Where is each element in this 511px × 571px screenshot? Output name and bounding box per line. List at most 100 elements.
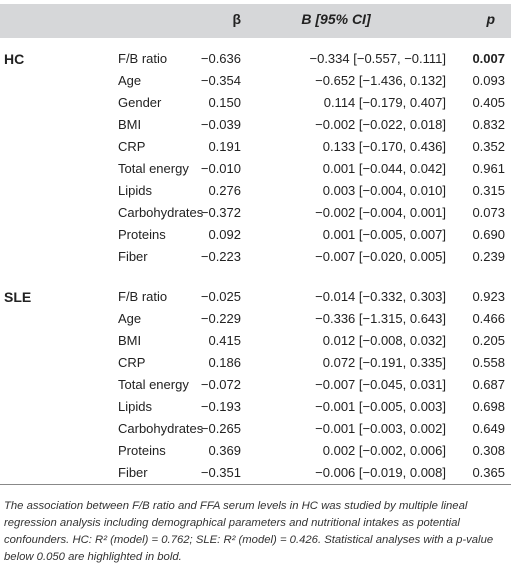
p-value-cell: 0.205 bbox=[472, 333, 505, 348]
beta-cell: 0.186 bbox=[208, 355, 241, 370]
variable-cell: CRP bbox=[118, 355, 146, 370]
b-ci-cell: −0.014 [−0.332, 0.303] bbox=[315, 289, 446, 304]
b-ci-cell: −0.007 [−0.045, 0.031] bbox=[315, 377, 446, 392]
table-row: HC F/B ratio −0.636 −0.334 [−0.557, −0.111]… bbox=[0, 48, 511, 70]
p-value-cell: 0.093 bbox=[472, 73, 505, 88]
p-value-cell: 0.923 bbox=[472, 289, 505, 304]
table-row: BMI 0.415 0.012 [−0.008, 0.032] 0.205 bbox=[0, 330, 511, 352]
beta-cell: −0.223 bbox=[200, 249, 241, 264]
beta-cell: 0.276 bbox=[208, 183, 241, 198]
bottom-rule bbox=[0, 484, 511, 485]
header-beta: β bbox=[232, 11, 241, 27]
variable-cell: Fiber bbox=[118, 249, 148, 264]
p-value-cell: 0.961 bbox=[472, 161, 505, 176]
table-row: Proteins 0.092 0.001 [−0.005, 0.007] 0.690 bbox=[0, 224, 511, 246]
table-row: Age −0.229 −0.336 [−1.315, 0.643] 0.466 bbox=[0, 308, 511, 330]
table-row: Total energy −0.072 −0.007 [−0.045, 0.031]… bbox=[0, 374, 511, 396]
b-ci-cell: 0.003 [−0.004, 0.010] bbox=[322, 183, 446, 198]
b-ci-cell: 0.072 [−0.191, 0.335] bbox=[322, 355, 446, 370]
b-ci-cell: −0.002 [−0.022, 0.018] bbox=[315, 117, 446, 132]
group-label: SLE bbox=[4, 289, 32, 305]
table-row: Fiber −0.351 −0.006 [−0.019, 0.008] 0.365 bbox=[0, 462, 511, 484]
table-header: β B [95% CI] p bbox=[0, 4, 511, 38]
p-value-cell: 0.405 bbox=[472, 95, 505, 110]
table-row: SLE F/B ratio −0.025 −0.014 [−0.332, 0.303]… bbox=[0, 286, 511, 308]
p-value-cell: 0.558 bbox=[472, 355, 505, 370]
variable-cell: Age bbox=[118, 73, 142, 88]
group-label: HC bbox=[4, 51, 25, 67]
variable-cell: F/B ratio bbox=[118, 51, 168, 66]
beta-cell: 0.191 bbox=[208, 139, 241, 154]
table-row: Carbohydrates −0.372 −0.002 [−0.004, 0.001… bbox=[0, 202, 511, 224]
variable-cell: Carbohydrates bbox=[118, 421, 204, 436]
p-value-cell: 0.239 bbox=[472, 249, 505, 264]
variable-cell: Carbohydrates bbox=[118, 205, 204, 220]
p-value-cell: 0.308 bbox=[472, 443, 505, 458]
p-value-cell: 0.315 bbox=[472, 183, 505, 198]
beta-cell: −0.025 bbox=[200, 289, 241, 304]
variable-cell: Total energy bbox=[118, 161, 189, 176]
b-ci-cell: 0.133 [−0.170, 0.436] bbox=[322, 139, 446, 154]
beta-cell: −0.636 bbox=[200, 51, 241, 66]
variable-cell: Gender bbox=[118, 95, 162, 110]
beta-cell: −0.372 bbox=[200, 205, 241, 220]
variable-cell: BMI bbox=[118, 117, 142, 132]
p-value-cell: 0.007 bbox=[472, 51, 505, 66]
header-p: p bbox=[486, 11, 495, 27]
beta-cell: −0.351 bbox=[200, 465, 241, 480]
table-row: Age −0.354 −0.652 [−1.436, 0.132] 0.093 bbox=[0, 70, 511, 92]
beta-cell: 0.150 bbox=[208, 95, 241, 110]
header-b-ci: B [95% CI] bbox=[301, 11, 371, 27]
b-ci-cell: −0.336 [−1.315, 0.643] bbox=[315, 311, 446, 326]
b-ci-cell: 0.001 [−0.044, 0.042] bbox=[322, 161, 446, 176]
p-value-cell: 0.466 bbox=[472, 311, 505, 326]
table-row: Proteins 0.369 0.002 [−0.002, 0.006] 0.308 bbox=[0, 440, 511, 462]
table-row: Lipids −0.193 −0.001 [−0.005, 0.003] 0.698 bbox=[0, 396, 511, 418]
p-value-cell: 0.690 bbox=[472, 227, 505, 242]
table-row: Gender 0.150 0.114 [−0.179, 0.407] 0.405 bbox=[0, 92, 511, 114]
variable-cell: F/B ratio bbox=[118, 289, 168, 304]
beta-cell: −0.010 bbox=[200, 161, 241, 176]
variable-cell: CRP bbox=[118, 139, 146, 154]
variable-cell: Total energy bbox=[118, 377, 189, 392]
variable-cell: BMI bbox=[118, 333, 142, 348]
variable-cell: Age bbox=[118, 311, 142, 326]
b-ci-cell: −0.002 [−0.004, 0.001] bbox=[315, 205, 446, 220]
p-value-cell: 0.365 bbox=[472, 465, 505, 480]
p-value-cell: 0.073 bbox=[472, 205, 505, 220]
beta-cell: −0.039 bbox=[200, 117, 241, 132]
p-value-cell: 0.832 bbox=[472, 117, 505, 132]
table-row: BMI −0.039 −0.002 [−0.022, 0.018] 0.832 bbox=[0, 114, 511, 136]
b-ci-cell: 0.002 [−0.002, 0.006] bbox=[322, 443, 446, 458]
p-value-cell: 0.687 bbox=[472, 377, 505, 392]
table-row: Carbohydrates −0.265 −0.001 [−0.003, 0.002… bbox=[0, 418, 511, 440]
variable-cell: Proteins bbox=[118, 227, 166, 242]
variable-cell: Lipids bbox=[118, 399, 152, 414]
beta-cell: −0.265 bbox=[200, 421, 241, 436]
table-row: Total energy −0.010 0.001 [−0.044, 0.042] 0… bbox=[0, 158, 511, 180]
b-ci-cell: 0.012 [−0.008, 0.032] bbox=[322, 333, 446, 348]
beta-cell: −0.072 bbox=[200, 377, 241, 392]
beta-cell: 0.092 bbox=[208, 227, 241, 242]
table-row: CRP 0.191 0.133 [−0.170, 0.436] 0.352 bbox=[0, 136, 511, 158]
table-footnote: The association between F/B ratio and FF… bbox=[4, 500, 494, 563]
b-ci-cell: −0.334 [−0.557, −0.111] bbox=[309, 51, 447, 66]
variable-cell: Fiber bbox=[118, 465, 148, 480]
variable-cell: Proteins bbox=[118, 443, 166, 458]
p-value-cell: 0.649 bbox=[472, 421, 505, 436]
table-row: Lipids 0.276 0.003 [−0.004, 0.010] 0.315 bbox=[0, 180, 511, 202]
beta-cell: −0.229 bbox=[200, 311, 241, 326]
b-ci-cell: 0.001 [−0.005, 0.007] bbox=[322, 227, 446, 242]
b-ci-cell: −0.007 [−0.020, 0.005] bbox=[315, 249, 446, 264]
beta-cell: 0.369 bbox=[208, 443, 241, 458]
b-ci-cell: −0.001 [−0.003, 0.002] bbox=[315, 421, 446, 436]
p-value-cell: 0.352 bbox=[472, 139, 505, 154]
table-row: CRP 0.186 0.072 [−0.191, 0.335] 0.558 bbox=[0, 352, 511, 374]
b-ci-cell: −0.001 [−0.005, 0.003] bbox=[315, 399, 446, 414]
beta-cell: −0.354 bbox=[200, 73, 241, 88]
header-band bbox=[0, 4, 511, 38]
variable-cell: Lipids bbox=[118, 183, 152, 198]
b-ci-cell: −0.652 [−1.436, 0.132] bbox=[315, 73, 446, 88]
p-value-cell: 0.698 bbox=[472, 399, 505, 414]
